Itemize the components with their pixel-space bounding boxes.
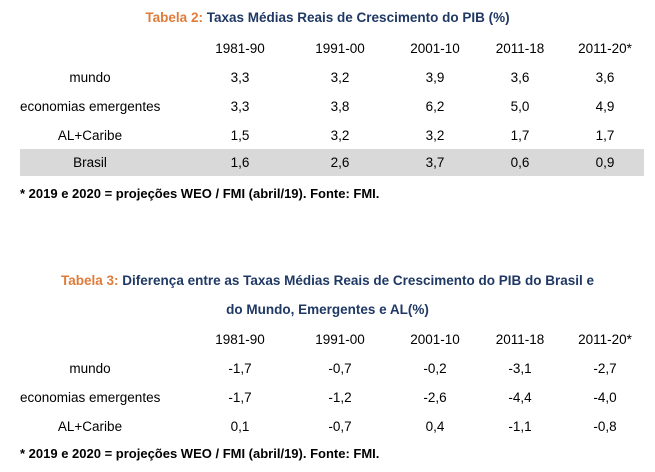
table3-header: 2011-20* (578, 332, 632, 347)
table2-title-text: Taxas Médias Reais de Crescimento do PIB… (206, 10, 510, 25)
table-cell: -0,7 (328, 419, 352, 434)
table3-header: 1981-90 (215, 332, 265, 347)
table-cell: 2,6 (330, 155, 350, 170)
table3-header-row: 1981-90 1991-00 2001-10 2011-18 2011-20* (20, 326, 644, 353)
row-label: economias emergentes (20, 390, 161, 405)
table-cell: 3,6 (510, 70, 530, 85)
table-cell: -0,8 (593, 419, 617, 434)
table-row: economias emergentes -1,7 -1,2 -2,6 -4,4… (20, 384, 644, 411)
table-cell: 3,3 (230, 99, 250, 114)
table3-label: Tabela 3: (61, 273, 119, 288)
table3-footnote: * 2019 e 2020 = projeções WEO / FMI (abr… (20, 446, 380, 461)
table2-footnote: * 2019 e 2020 = projeções WEO / FMI (abr… (20, 186, 380, 201)
table-cell: 3,3 (230, 70, 250, 85)
table3-header: 1991-00 (315, 332, 365, 347)
table-cell: 4,9 (595, 99, 615, 114)
table-cell: 3,2 (425, 128, 445, 143)
table-cell: -0,7 (328, 361, 352, 376)
table3-title-line1: Tabela 3: Diferença entre as Taxas Média… (0, 273, 655, 288)
table-cell: -2,6 (423, 390, 447, 405)
table2-header: 2001-10 (410, 41, 460, 56)
table-cell: 1,5 (230, 128, 250, 143)
table-cell: 1,7 (595, 128, 615, 143)
table2-label: Tabela 2: (145, 10, 203, 25)
table3-title-text: Diferença entre as Taxas Médias Reais de… (122, 273, 594, 288)
table-cell: 3,2 (330, 128, 350, 143)
table2-header: 1991-00 (315, 41, 365, 56)
table-cell: 6,2 (425, 99, 445, 114)
table-cell: 0,6 (510, 155, 530, 170)
table-cell: 5,0 (510, 99, 530, 114)
table-row: AL+Caribe 0,1 -0,7 0,4 -1,1 -0,8 (20, 413, 644, 440)
row-label: AL+Caribe (57, 128, 123, 143)
table-row: AL+Caribe 1,5 3,2 3,2 1,7 1,7 (20, 122, 644, 149)
table-row: mundo 3,3 3,2 3,9 3,6 3,6 (20, 64, 644, 91)
table3-header: 2011-18 (495, 332, 545, 347)
row-label: Brasil (73, 155, 107, 170)
table-cell: 3,2 (330, 70, 350, 85)
table-cell: 3,6 (595, 70, 615, 85)
table-cell: 0,9 (595, 155, 615, 170)
table2-header-row: 1981-90 1991-00 2001-10 2011-18 2011-20* (20, 35, 644, 62)
table-cell: 1,6 (230, 155, 250, 170)
table2-title: Tabela 2: Taxas Médias Reais de Crescime… (0, 10, 655, 25)
table-cell: -1,7 (228, 361, 252, 376)
table-cell: 1,7 (510, 128, 530, 143)
table2-header: 1981-90 (215, 41, 265, 56)
table-cell: -3,1 (508, 361, 532, 376)
table3-title-line2: do Mundo, Emergentes e AL(%) (226, 302, 429, 317)
row-label: economias emergentes (20, 99, 161, 114)
table-cell: 0,1 (230, 419, 250, 434)
table2-header: 2011-18 (495, 41, 545, 56)
table-row: economias emergentes 3,3 3,8 6,2 5,0 4,9 (20, 93, 644, 120)
table-cell: 0,4 (425, 419, 445, 434)
row-label: mundo (69, 361, 111, 376)
table-cell: 3,9 (425, 70, 445, 85)
table-cell: -1,7 (228, 390, 252, 405)
table2-header: 2011-20* (578, 41, 632, 56)
table-cell: 3,8 (330, 99, 350, 114)
table-cell: -1,2 (328, 390, 352, 405)
table-row-highlighted: Brasil 1,6 2,6 3,7 0,6 0,9 (20, 149, 644, 176)
table-cell: -4,0 (593, 390, 617, 405)
row-label: mundo (69, 70, 111, 85)
table-cell: -0,2 (423, 361, 447, 376)
table-cell: -2,7 (593, 361, 617, 376)
row-label: AL+Caribe (57, 419, 123, 434)
table-row: mundo -1,7 -0,7 -0,2 -3,1 -2,7 (20, 355, 644, 382)
table3-header: 2001-10 (410, 332, 460, 347)
table-cell: -4,4 (508, 390, 532, 405)
table-cell: -1,1 (508, 419, 532, 434)
table-cell: 3,7 (425, 155, 445, 170)
